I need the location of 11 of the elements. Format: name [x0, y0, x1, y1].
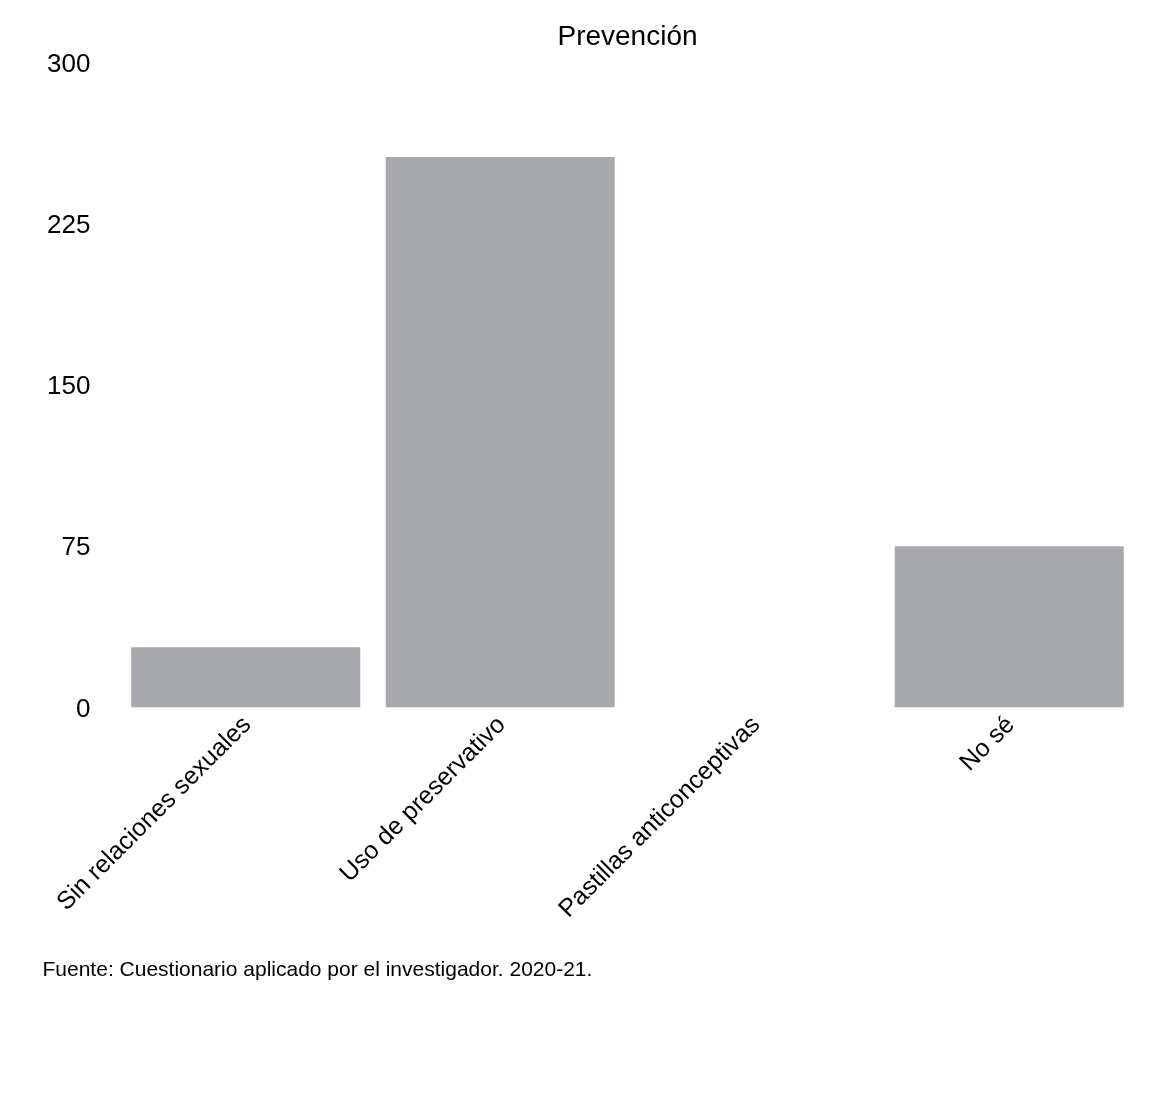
bar — [131, 647, 361, 708]
bar — [385, 157, 615, 708]
source-note: Fuente: Cuestionario aplicado por el investigador. 2020-21. — [42, 956, 593, 980]
y-tick-label: 300 — [47, 47, 91, 78]
y-tick-label: 0 — [76, 692, 91, 723]
y-tick-label: 75 — [61, 531, 91, 562]
y-tick-label: 225 — [47, 208, 91, 239]
chart-title: Prevención — [557, 19, 698, 51]
x-tick-label: No sé — [953, 709, 1020, 776]
y-tick-label: 150 — [47, 370, 91, 400]
bar — [894, 546, 1124, 708]
